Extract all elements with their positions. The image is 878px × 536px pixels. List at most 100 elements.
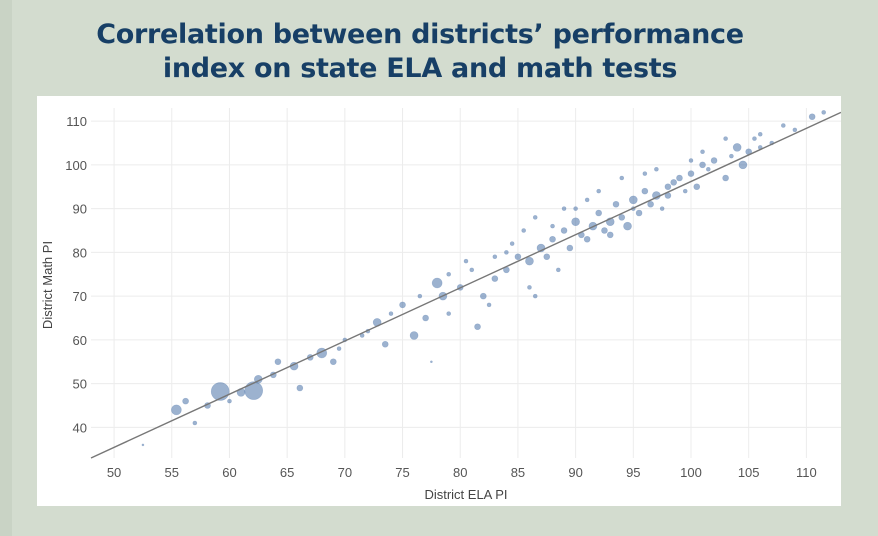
data-point <box>509 241 515 246</box>
data-point <box>723 136 728 141</box>
data-point <box>647 200 654 208</box>
x-tick-label: 90 <box>568 465 582 480</box>
chart-title: Correlation between districts’ performan… <box>60 18 780 86</box>
data-point <box>514 253 522 261</box>
data-point <box>635 209 643 217</box>
x-ticks: 50 55 60 65 70 75 80 85 90 95 100 105 110 <box>107 465 817 480</box>
data-point <box>480 292 487 300</box>
data-point <box>688 158 694 163</box>
data-point <box>556 267 561 273</box>
data-point <box>781 123 786 128</box>
data-point <box>821 110 826 115</box>
data-point <box>710 157 718 164</box>
data-point <box>550 223 555 229</box>
data-point <box>732 143 742 152</box>
data-point <box>583 235 591 243</box>
y-tick-label: 110 <box>66 114 87 129</box>
data-point <box>431 277 443 289</box>
data-point <box>274 358 282 366</box>
data-point <box>808 113 816 121</box>
data-point <box>573 206 578 211</box>
x-tick-label: 110 <box>796 465 817 480</box>
data-point <box>549 235 556 243</box>
x-tick-label: 85 <box>511 465 525 480</box>
data-point <box>641 187 649 195</box>
grid-layer <box>91 108 841 458</box>
data-point <box>182 397 189 405</box>
data-point <box>521 228 526 233</box>
data-point <box>595 209 602 217</box>
chart-title-line-1: Correlation between districts’ performan… <box>96 19 744 50</box>
data-point <box>446 271 451 277</box>
data-point <box>141 443 145 447</box>
data-point <box>336 346 342 351</box>
data-point <box>700 149 705 155</box>
data-point <box>244 381 263 400</box>
data-point <box>584 197 590 203</box>
data-point <box>664 183 672 191</box>
data-point <box>618 214 626 221</box>
data-point <box>491 275 499 282</box>
data-point <box>492 254 498 260</box>
data-point <box>693 183 701 191</box>
points-layer <box>141 110 826 447</box>
y-tick-label: 80 <box>73 245 87 260</box>
data-point <box>469 267 475 273</box>
trendline <box>90 111 841 459</box>
data-point <box>486 302 492 308</box>
data-point <box>792 127 798 133</box>
data-point <box>659 206 665 211</box>
data-point <box>330 358 337 366</box>
data-point <box>706 166 711 172</box>
data-point <box>560 227 568 234</box>
data-point <box>388 311 394 316</box>
data-point <box>606 231 614 239</box>
data-point <box>381 340 389 348</box>
data-point <box>525 256 534 266</box>
data-point <box>422 314 429 322</box>
y-tick-label: 70 <box>73 289 87 304</box>
x-tick-label: 55 <box>165 465 179 480</box>
data-point <box>619 175 625 181</box>
data-point <box>670 179 677 186</box>
data-point <box>561 206 567 211</box>
data-point <box>623 221 632 231</box>
plot-card: 50 55 60 65 70 75 80 85 90 95 100 105 110 40 50 60 70 80… <box>37 96 841 506</box>
data-point <box>757 131 763 137</box>
x-tick-label: 70 <box>338 465 352 480</box>
y-tick-label: 90 <box>73 202 87 217</box>
data-point <box>474 323 481 331</box>
data-point <box>612 200 620 208</box>
data-point <box>682 188 688 194</box>
data-point <box>463 258 469 264</box>
x-tick-label: 105 <box>738 465 760 480</box>
y-tick-label: 100 <box>65 158 87 173</box>
x-tick-label: 100 <box>680 465 702 480</box>
data-point <box>417 293 423 299</box>
x-axis-label: District ELA PI <box>424 487 507 502</box>
data-point <box>409 331 419 340</box>
frame-edge <box>0 0 12 536</box>
scatter-plot: 50 55 60 65 70 75 80 85 90 95 100 105 110 40 50 60 70 80… <box>40 108 841 502</box>
x-tick-label: 50 <box>107 465 121 480</box>
data-point <box>687 170 695 177</box>
data-point <box>566 244 574 252</box>
data-point <box>596 188 601 194</box>
data-point <box>654 166 659 172</box>
data-point <box>729 153 734 159</box>
x-tick-label: 65 <box>280 465 294 480</box>
data-point <box>676 174 683 182</box>
data-point <box>504 250 509 255</box>
data-point <box>532 293 538 299</box>
data-point <box>752 136 757 141</box>
y-tick-label: 60 <box>73 333 87 348</box>
data-point <box>543 253 551 261</box>
y-tick-label: 40 <box>73 420 87 435</box>
y-tick-label: 50 <box>73 377 87 392</box>
data-point <box>722 174 729 182</box>
data-point <box>296 384 304 392</box>
x-tick-label: 60 <box>222 465 236 480</box>
data-point <box>430 360 433 364</box>
data-point <box>738 160 748 170</box>
data-point <box>227 398 232 404</box>
